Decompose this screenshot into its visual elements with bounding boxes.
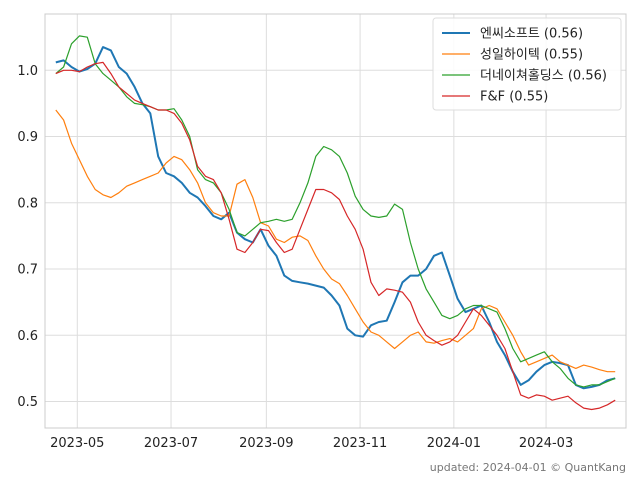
y-tick-label: 0.7: [17, 263, 38, 278]
y-axis: 0.5 0.6 0.7 0.8 0.9 1.0: [17, 64, 38, 410]
series-line: [55, 61, 616, 411]
x-axis: 2023-05 2023-07 2023-09 2023-11 2024-01 2024-…: [50, 436, 573, 451]
x-tick-label: 2024-01: [427, 436, 481, 451]
legend-entry: 더네이쳐홀딩스 (0.56): [480, 69, 607, 84]
y-tick-label: 0.5: [17, 395, 38, 410]
y-tick-label: 0.6: [17, 329, 38, 344]
y-tick-label: 0.9: [17, 130, 38, 145]
plot-frame: [44, 13, 627, 429]
legend-entry: 성일하이텍 (0.55): [480, 48, 583, 63]
x-tick-label: 2024-03: [519, 436, 573, 451]
legend: 엔씨소프트 (0.56) 성일하이텍 (0.55) 더네이쳐홀딩스 (0.56) F&…: [432, 17, 622, 111]
x-tick-label: 2023-05: [50, 436, 104, 451]
series-line: [55, 46, 616, 390]
series-lines: [55, 35, 616, 411]
y-tick-label: 1.0: [17, 64, 38, 79]
x-tick-label: 2023-11: [333, 436, 387, 451]
legend-entry: F&F (0.55): [480, 90, 548, 105]
x-tick-label: 2023-09: [239, 436, 293, 451]
legend-box: [432, 17, 622, 111]
y-tick-label: 0.8: [17, 196, 38, 211]
legend-entry: 엔씨소프트 (0.56): [480, 27, 583, 42]
series-line: [55, 109, 616, 373]
footer-updated: updated: 2024-04-01 © QuantKang: [430, 461, 626, 474]
x-tick-label: 2023-07: [144, 436, 198, 451]
